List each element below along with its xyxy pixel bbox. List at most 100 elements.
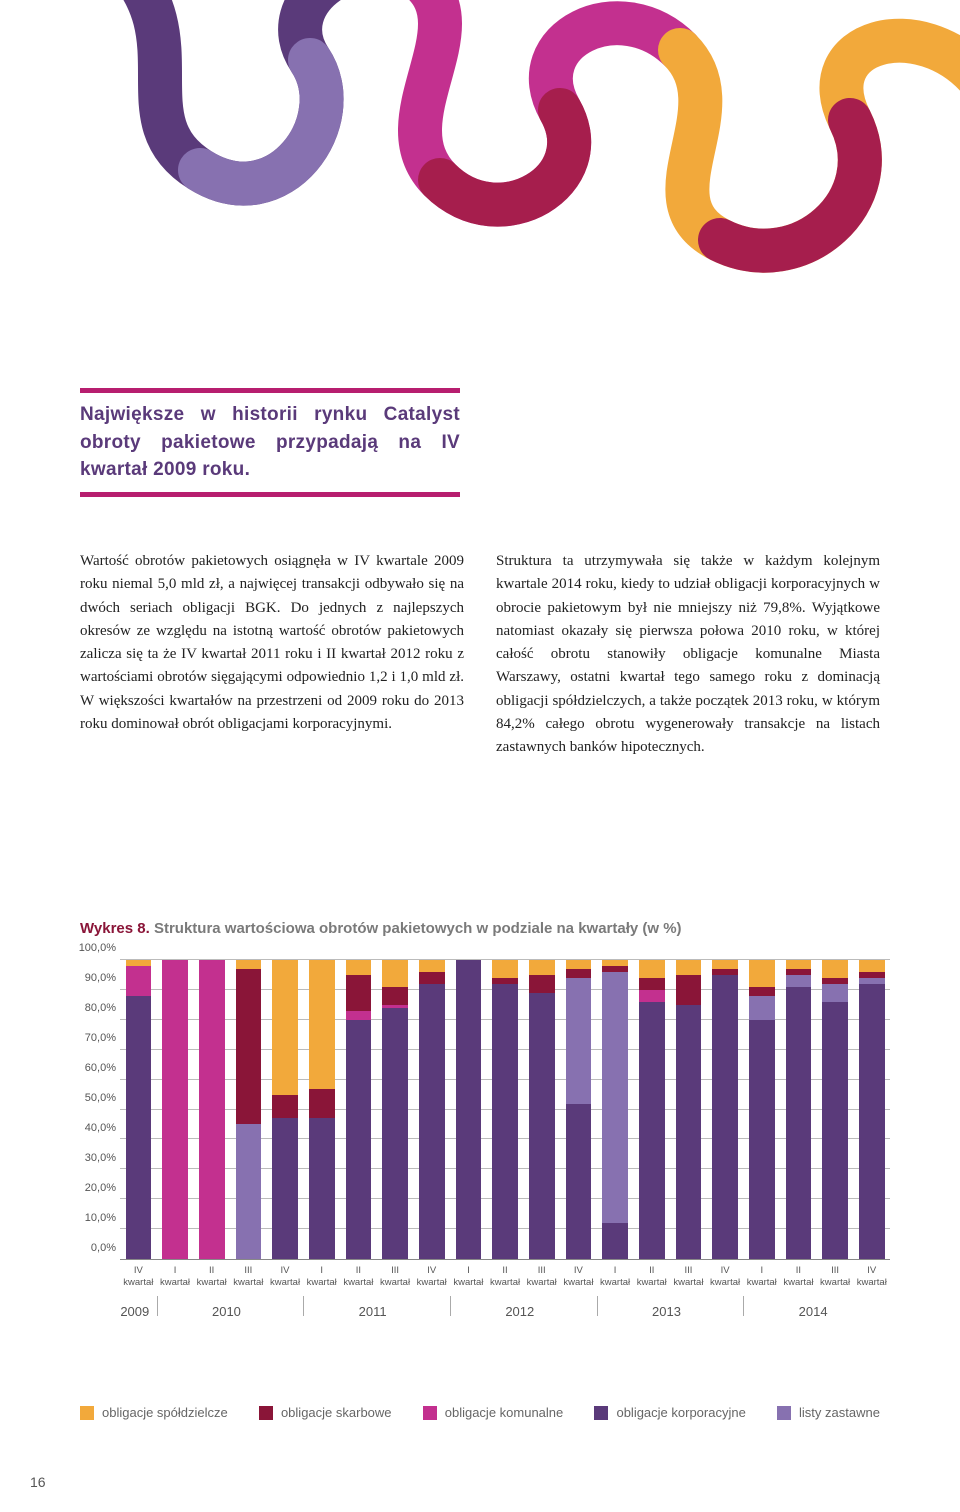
bar-segment-spoldzielcze xyxy=(492,960,518,978)
bar-segment-zastawne xyxy=(749,996,775,1020)
bar-slot xyxy=(413,960,450,1259)
bar-segment-komunalne xyxy=(639,990,665,1002)
bar-segment-skarbowe xyxy=(529,975,555,993)
y-axis: 0,0%10,0%20,0%30,0%40,0%50,0%60,0%70,0%8… xyxy=(60,960,116,1260)
year-separator xyxy=(743,1296,744,1316)
legend-item: obligacje korporacyjne xyxy=(594,1405,745,1420)
bar-slot xyxy=(780,960,817,1259)
bar-slot xyxy=(157,960,194,1259)
x-label: Ikwartał xyxy=(450,1265,487,1289)
bar xyxy=(859,960,885,1259)
bar-segment-skarbowe xyxy=(382,987,408,1005)
x-label: Ikwartał xyxy=(303,1265,340,1289)
bar-segment-korporacyjne xyxy=(712,975,738,1259)
legend-item: obligacje skarbowe xyxy=(259,1405,392,1420)
x-axis-labels: IVkwartałIkwartałIIkwartałIIIkwartałIVkw… xyxy=(120,1265,890,1289)
year-label: 2012 xyxy=(505,1304,534,1319)
x-label: IIIkwartał xyxy=(377,1265,414,1289)
bar-segment-zastawne xyxy=(822,984,848,1002)
bar-segment-skarbowe xyxy=(566,969,592,978)
x-label: IVkwartał xyxy=(413,1265,450,1289)
bar xyxy=(162,960,188,1259)
bar-segment-korporacyjne xyxy=(382,1008,408,1259)
legend: obligacje spółdzielcze obligacje skarbowe… xyxy=(80,1405,880,1420)
bar-segment-korporacyjne xyxy=(749,1020,775,1259)
bar-segment-spoldzielcze xyxy=(639,960,665,978)
bar-slot xyxy=(560,960,597,1259)
y-tick: 40,0% xyxy=(60,1122,116,1134)
legend-item: obligacje komunalne xyxy=(423,1405,564,1420)
year-label: 2009 xyxy=(120,1304,149,1319)
y-tick: 10,0% xyxy=(60,1212,116,1224)
bar-slot xyxy=(377,960,414,1259)
legend-item: obligacje spółdzielcze xyxy=(80,1405,228,1420)
bar xyxy=(529,960,555,1259)
bar-slot xyxy=(450,960,487,1259)
highlight-rule-top xyxy=(80,388,460,393)
x-label: IVkwartał xyxy=(707,1265,744,1289)
year-separator xyxy=(450,1296,451,1316)
year-separator xyxy=(597,1296,598,1316)
bar-slot xyxy=(817,960,854,1259)
body-col-2: Struktura ta utrzymywała się także w każ… xyxy=(496,550,880,759)
legend-swatch xyxy=(259,1406,273,1420)
bar xyxy=(639,960,665,1259)
x-label: IIkwartał xyxy=(487,1265,524,1289)
bar-segment-komunalne xyxy=(199,960,225,1259)
legend-label: obligacje skarbowe xyxy=(281,1405,392,1420)
x-label: IIIkwartał xyxy=(523,1265,560,1289)
bar-slot xyxy=(120,960,157,1259)
bar-slot xyxy=(633,960,670,1259)
bar-segment-korporacyjne xyxy=(786,987,812,1259)
year-separator xyxy=(303,1296,304,1316)
x-label: IVkwartał xyxy=(853,1265,890,1289)
bar-slot xyxy=(853,960,890,1259)
bar-segment-skarbowe xyxy=(639,978,665,990)
bar-segment-korporacyjne xyxy=(529,993,555,1259)
bar xyxy=(712,960,738,1259)
y-tick: 30,0% xyxy=(60,1152,116,1164)
legend-swatch xyxy=(80,1406,94,1420)
y-tick: 20,0% xyxy=(60,1182,116,1194)
legend-label: obligacje korporacyjne xyxy=(616,1405,745,1420)
bar-segment-spoldzielcze xyxy=(272,960,298,1095)
bar-segment-korporacyjne xyxy=(676,1005,702,1259)
bar xyxy=(822,960,848,1259)
bar-segment-zastawne xyxy=(602,972,628,1223)
bar-slot xyxy=(193,960,230,1259)
bar xyxy=(602,960,628,1259)
y-tick: 60,0% xyxy=(60,1062,116,1074)
highlight-rule-bottom xyxy=(80,492,460,497)
bar-segment-zastawne xyxy=(236,1124,262,1259)
bar-slot xyxy=(670,960,707,1259)
x-label: IIkwartał xyxy=(193,1265,230,1289)
highlight-text: Największe w historii rynku Catalyst obr… xyxy=(80,401,460,484)
plot-area xyxy=(120,960,890,1260)
body-columns: Wartość obrotów pakietowych osiągnęła w … xyxy=(80,550,880,759)
bar xyxy=(456,960,482,1259)
bar-segment-komunalne xyxy=(346,1011,372,1020)
bar-slot xyxy=(487,960,524,1259)
year-label: 2010 xyxy=(212,1304,241,1319)
bar xyxy=(492,960,518,1259)
bar xyxy=(199,960,225,1259)
x-label: IVkwartał xyxy=(120,1265,157,1289)
year-row: 200920102011201220132014 xyxy=(120,1300,890,1330)
bar-segment-spoldzielcze xyxy=(346,960,372,975)
bar-segment-skarbowe xyxy=(749,987,775,996)
x-label: IIkwartał xyxy=(340,1265,377,1289)
y-tick: 50,0% xyxy=(60,1092,116,1104)
bar xyxy=(786,960,812,1259)
legend-item: listy zastawne xyxy=(777,1405,880,1420)
bar-segment-zastawne xyxy=(566,978,592,1104)
bar-segment-korporacyjne xyxy=(859,984,885,1259)
legend-swatch xyxy=(777,1406,791,1420)
x-label: IIkwartał xyxy=(633,1265,670,1289)
bar xyxy=(126,960,152,1259)
bar-segment-korporacyjne xyxy=(602,1223,628,1259)
bar-slot xyxy=(707,960,744,1259)
x-label: IVkwartał xyxy=(560,1265,597,1289)
bar-segment-spoldzielcze xyxy=(236,960,262,969)
x-label: IVkwartał xyxy=(267,1265,304,1289)
bar-segment-skarbowe xyxy=(236,969,262,1124)
